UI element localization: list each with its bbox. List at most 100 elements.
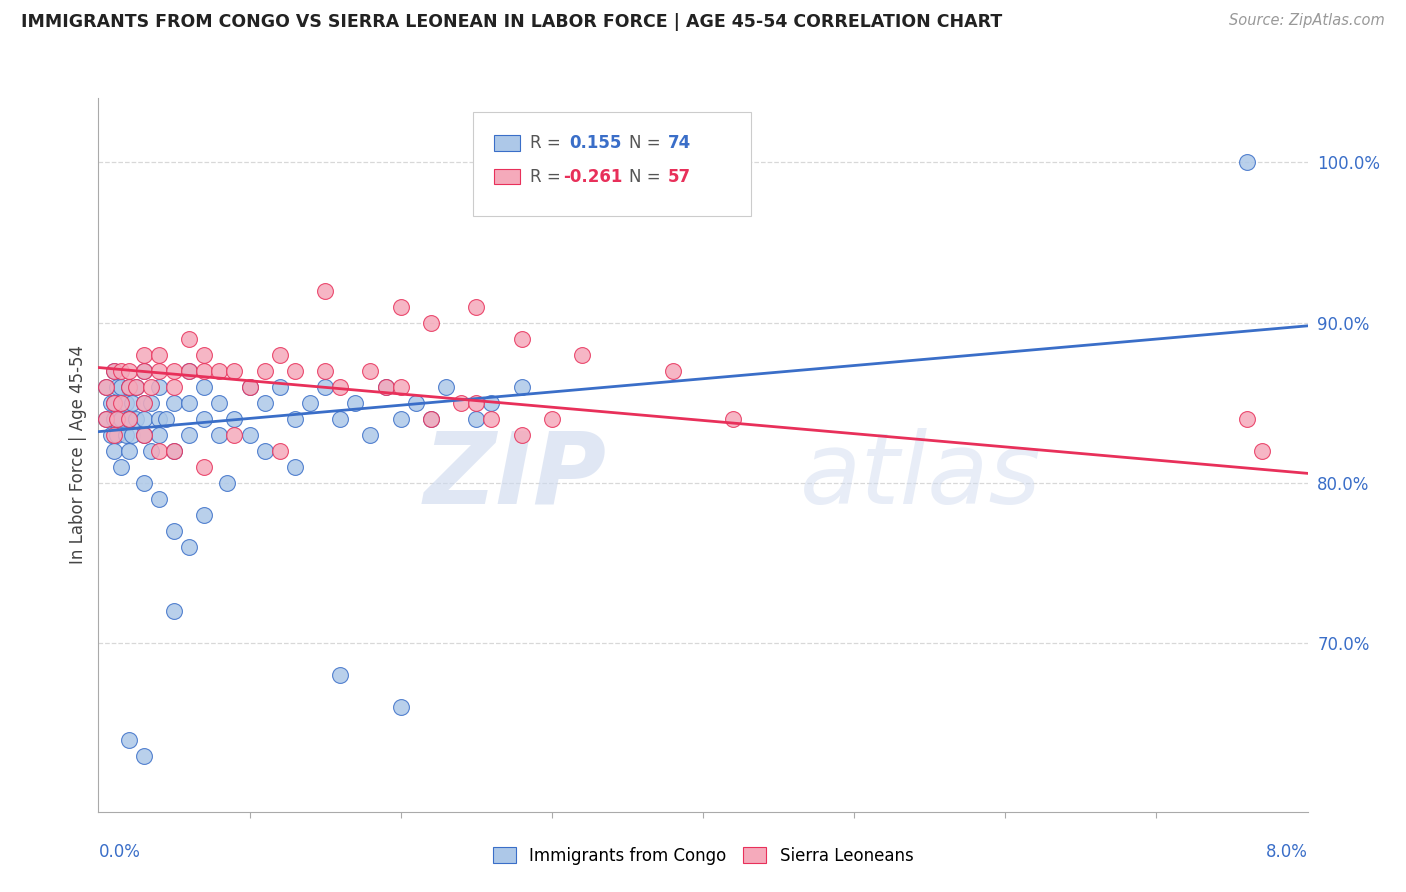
Text: R =: R = xyxy=(530,168,567,186)
Point xyxy=(114,396,136,410)
Point xyxy=(434,380,457,394)
Point xyxy=(239,380,262,394)
Point xyxy=(329,412,352,426)
Point xyxy=(541,412,564,426)
Point xyxy=(465,396,488,410)
Point xyxy=(103,396,125,410)
Point xyxy=(389,380,412,394)
Point xyxy=(481,412,503,426)
Point xyxy=(118,380,141,394)
Point xyxy=(420,412,443,426)
Text: N =: N = xyxy=(630,134,666,152)
Point xyxy=(132,475,155,490)
Point xyxy=(465,412,488,426)
Text: IMMIGRANTS FROM CONGO VS SIERRA LEONEAN IN LABOR FORCE | AGE 45-54 CORRELATION C: IMMIGRANTS FROM CONGO VS SIERRA LEONEAN … xyxy=(21,13,1002,31)
Legend: Immigrants from Congo, Sierra Leoneans: Immigrants from Congo, Sierra Leoneans xyxy=(486,840,920,871)
Point xyxy=(510,428,533,442)
Point xyxy=(132,396,155,410)
Point xyxy=(193,459,215,474)
Point xyxy=(723,412,745,426)
Point xyxy=(208,396,231,410)
Point xyxy=(360,428,382,442)
Text: 0.155: 0.155 xyxy=(569,134,621,152)
FancyBboxPatch shape xyxy=(494,136,520,151)
Point xyxy=(103,428,125,442)
Point xyxy=(269,380,291,394)
Point xyxy=(179,396,201,410)
Point xyxy=(132,748,155,763)
Point xyxy=(163,364,186,378)
Point xyxy=(329,668,352,682)
Point xyxy=(389,412,412,426)
Point xyxy=(125,380,148,394)
Point xyxy=(163,444,186,458)
Point xyxy=(103,396,125,410)
Point xyxy=(374,380,396,394)
Point xyxy=(420,412,443,426)
Point xyxy=(132,412,155,426)
Point xyxy=(208,364,231,378)
Point xyxy=(193,348,215,362)
Point xyxy=(141,444,163,458)
Point xyxy=(118,732,141,747)
Point xyxy=(314,284,336,298)
Point xyxy=(571,348,593,362)
Point xyxy=(224,428,246,442)
Point xyxy=(510,332,533,346)
Point xyxy=(132,428,155,442)
Point xyxy=(94,412,117,426)
Point xyxy=(100,396,122,410)
Text: atlas: atlas xyxy=(800,428,1042,524)
Point xyxy=(179,428,201,442)
Point xyxy=(121,428,143,442)
Point xyxy=(110,396,132,410)
Point xyxy=(118,412,141,426)
Point xyxy=(148,364,170,378)
Point xyxy=(344,396,367,410)
Point xyxy=(224,412,246,426)
Point xyxy=(118,364,141,378)
Point xyxy=(100,428,122,442)
Point xyxy=(105,380,128,394)
Point xyxy=(132,364,155,378)
Point xyxy=(481,396,503,410)
Point xyxy=(284,364,307,378)
Point xyxy=(110,459,132,474)
Point xyxy=(215,475,238,490)
Point xyxy=(103,412,125,426)
Point xyxy=(314,364,336,378)
Point xyxy=(148,412,170,426)
Point xyxy=(110,380,132,394)
Point xyxy=(510,380,533,394)
Point xyxy=(94,380,117,394)
Point xyxy=(208,428,231,442)
Point xyxy=(299,396,322,410)
Point xyxy=(239,428,262,442)
Point xyxy=(163,396,186,410)
Point xyxy=(103,364,125,378)
Point xyxy=(1236,412,1258,426)
Point xyxy=(389,700,412,714)
Point xyxy=(148,380,170,394)
Point xyxy=(284,412,307,426)
Point xyxy=(163,524,186,538)
Point xyxy=(360,364,382,378)
Text: 8.0%: 8.0% xyxy=(1265,843,1308,861)
FancyBboxPatch shape xyxy=(474,112,751,216)
Text: -0.261: -0.261 xyxy=(562,168,621,186)
Point xyxy=(193,380,215,394)
Point xyxy=(103,364,125,378)
Point xyxy=(148,428,170,442)
Point xyxy=(193,364,215,378)
Point xyxy=(163,444,186,458)
Point xyxy=(94,380,117,394)
Point xyxy=(141,396,163,410)
Text: 0.0%: 0.0% xyxy=(98,843,141,861)
Point xyxy=(110,412,132,426)
Point xyxy=(163,380,186,394)
Point xyxy=(179,364,201,378)
FancyBboxPatch shape xyxy=(494,169,520,185)
Point xyxy=(1251,444,1274,458)
Point xyxy=(148,444,170,458)
Point xyxy=(132,348,155,362)
